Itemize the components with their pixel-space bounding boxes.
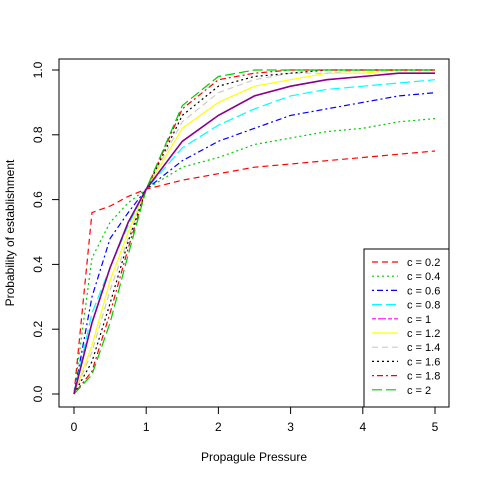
legend-label: c = 0.4	[407, 271, 440, 283]
x-axis-title: Propagule Pressure	[201, 450, 307, 464]
y-tick-label: 0.2	[31, 321, 45, 338]
x-tick-label: 2	[215, 420, 222, 434]
x-tick-label: 4	[359, 420, 366, 434]
y-axis-title: Probability of establishment	[3, 159, 17, 306]
x-tick-label: 3	[287, 420, 294, 434]
y-tick-label: 0.8	[31, 126, 45, 143]
y-tick-label: 0.6	[31, 191, 45, 208]
legend-box	[363, 248, 450, 408]
legend-label: c = 1.2	[407, 328, 440, 340]
x-tick-label: 1	[143, 420, 150, 434]
x-tick-label: 5	[432, 420, 439, 434]
legend-label: c = 2	[407, 385, 431, 397]
legend-label: c = 1.4	[407, 342, 440, 354]
series-line-2	[73, 92, 436, 395]
series-line-10	[73, 72, 435, 395]
y-axis: 0.0 0.2 0.4 0.6 0.8 1.0	[31, 61, 60, 402]
series-line-6	[73, 69, 435, 395]
series-line-1	[73, 118, 436, 395]
series-layer	[73, 69, 436, 395]
series-line-8	[73, 69, 435, 395]
series-line-9	[73, 69, 435, 395]
legend-label: c = 1.8	[407, 371, 440, 383]
series-line-5	[73, 69, 435, 395]
legend-label: c = 0.2	[407, 257, 440, 269]
y-tick-label: 1.0	[31, 61, 45, 78]
legend-label: c = 0.6	[407, 285, 440, 297]
legend: c = 0.2 c = 0.4 c = 0.6 c = 0.8 c = 1 c = 1.2…	[363, 248, 450, 408]
legend-label: c = 1	[407, 314, 431, 326]
series-line-7	[73, 69, 435, 395]
legend-label: c = 1.6	[407, 356, 440, 368]
series-line-0	[73, 150, 436, 395]
x-axis: 0 1 2 3 4 5	[71, 406, 439, 434]
y-tick-label: 0.4	[31, 256, 45, 273]
y-tick-label: 0.0	[31, 385, 45, 402]
legend-label: c = 0.8	[407, 300, 440, 312]
x-tick-label: 0	[71, 420, 78, 434]
